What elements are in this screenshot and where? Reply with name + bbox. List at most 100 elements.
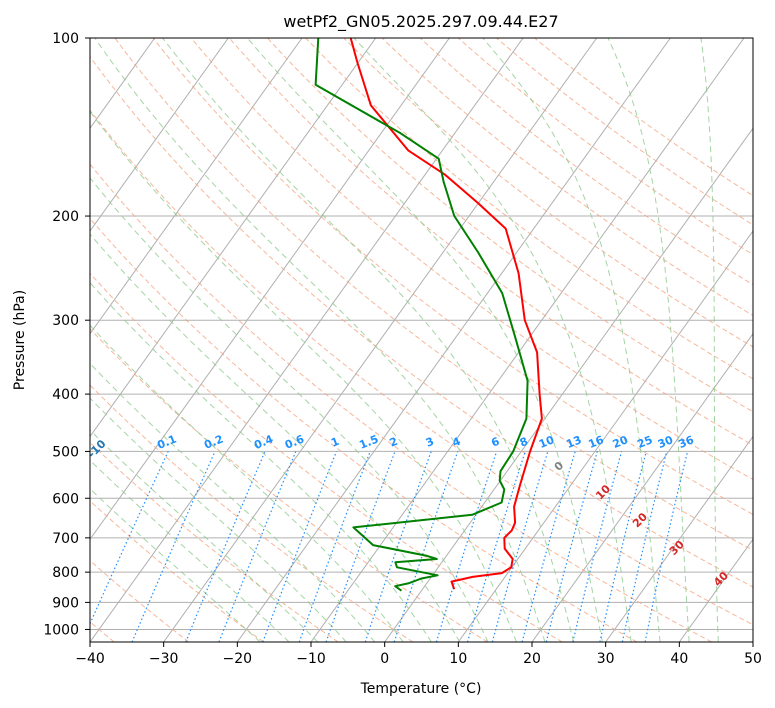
dry-adiabat-line: [267, 38, 753, 413]
grid-layer: [0, 38, 753, 642]
moist-adiabat-line: [246, 38, 603, 642]
isotherm-line: [531, 332, 753, 642]
x-tick-label: 50: [744, 651, 762, 667]
chart-title: wetPf2_GN05.2025.297.09.44.E27: [283, 12, 558, 32]
x-tick-label: 10: [449, 651, 467, 667]
moist-adiabat-line: [90, 110, 517, 642]
x-tick-label: −40: [75, 651, 105, 667]
dry-adiabat-line: [90, 328, 488, 642]
moist-adiabat-line: [700, 38, 719, 642]
moist-adiabat-label: 20: [630, 510, 650, 530]
mixing-ratio-label: 13: [564, 433, 583, 451]
mixing-ratio-line: [466, 451, 526, 642]
mixing-ratio-line: [364, 451, 432, 642]
mixing-ratio-line: [262, 451, 337, 642]
mixing-ratio-line: [491, 451, 549, 642]
x-axis-label: Temperature (°C): [360, 681, 482, 697]
y-tick-label: 500: [52, 444, 79, 460]
line-label-layer: 0.10.20.40.611.52346810131620253036-100-…: [2, 413, 731, 589]
plot-frame: [89, 37, 754, 643]
mixing-ratio-line: [545, 451, 598, 642]
mixing-ratio-label: 20: [611, 433, 630, 451]
mixing-ratio-line: [572, 451, 623, 642]
mixing-ratio-label: 8: [518, 435, 530, 450]
moist-adiabat-line: [353, 38, 632, 642]
x-tick-label: 30: [597, 651, 615, 667]
isotherm-line: [0, 38, 7, 642]
mixing-ratio-line: [599, 451, 647, 642]
moist-adiabat-line: [90, 459, 290, 642]
mixing-ratio-label: 4: [450, 435, 462, 450]
series-layer: [314, 38, 543, 592]
mixing-ratio-line: [325, 451, 396, 642]
isotherm-line: [90, 38, 229, 232]
dry-adiabat-line: [228, 38, 753, 446]
isotherm-line: [163, 38, 598, 642]
mixing-ratio-label: 36: [677, 433, 696, 451]
dry-adiabat-line: [90, 217, 638, 642]
mixing-ratio-line: [218, 451, 297, 642]
y-axis-label: Pressure (hPa): [12, 290, 28, 390]
moist-adiabat-line: [90, 177, 489, 642]
dry-adiabat-line: [419, 38, 753, 286]
mixing-ratio-line: [185, 451, 266, 642]
temperature-line: [349, 38, 543, 590]
dry-adiabat-line: [90, 109, 753, 626]
isotherm-line: [90, 38, 303, 335]
y-tick-label: 700: [52, 531, 79, 547]
x-tick-label: −30: [149, 651, 179, 667]
isotherm-line: [90, 38, 450, 541]
mixing-ratio-label: 3: [424, 435, 436, 450]
dry-adiabat-line: [152, 38, 753, 515]
mixing-ratio-line: [131, 451, 216, 642]
x-tick-label: 0: [380, 651, 389, 667]
dry-adiabat-line: [90, 384, 414, 642]
mixing-ratio-line: [298, 451, 371, 642]
y-tick-label: 100: [52, 31, 79, 47]
y-tick-label: 600: [52, 491, 79, 507]
x-tick-label: −10: [296, 651, 326, 667]
mixing-ratio-label: 2: [388, 435, 400, 450]
dewpoint-line: [314, 38, 529, 592]
isotherm-line: [90, 38, 377, 438]
moist-adiabat-line: [607, 38, 690, 642]
isotherm-line: [678, 538, 753, 642]
dry-adiabat-line: [90, 272, 563, 642]
mixing-ratio-label: 0.1: [155, 432, 178, 451]
isotherm-line: [605, 435, 753, 642]
dry-adiabat-line: [90, 560, 190, 642]
moist-adiabat-line: [90, 281, 432, 642]
moist-adiabat-line: [90, 233, 461, 642]
mixing-ratio-label: 0.6: [283, 432, 306, 451]
y-tick-label: 900: [52, 595, 79, 611]
mixing-ratio-label: 1.5: [357, 432, 380, 451]
y-tick-label: 400: [52, 387, 79, 403]
moist-adiabat-line: [90, 429, 319, 642]
dry-adiabat-label: -20: [2, 413, 25, 436]
dry-adiabat-line: [343, 38, 753, 348]
isotherm-line: [457, 230, 753, 642]
dry-adiabat-line: [90, 441, 339, 642]
x-tick-label: −20: [223, 651, 253, 667]
moist-adiabat-line: [90, 397, 347, 642]
x-axis: −40 −30 −20 −10 0 10 20 30 40 50: [75, 642, 762, 667]
mixing-ratio-label: 0.2: [202, 432, 225, 451]
mixing-ratio-label: 6: [489, 435, 501, 450]
x-tick-label: 20: [523, 651, 541, 667]
moist-adiabat-line: [482, 38, 661, 642]
dry-adiabat-line: [496, 38, 753, 226]
mixing-ratio-line: [90, 451, 169, 626]
moist-adiabat-line: [90, 488, 261, 642]
y-tick-label: 200: [52, 209, 79, 225]
y-tick-label: 300: [52, 313, 79, 329]
dry-adiabat-line: [114, 38, 753, 551]
y-axis: 100 200 300 400 500 600 700 800 900 1000: [43, 31, 90, 638]
mixing-ratio-label: 10: [537, 433, 556, 451]
moist-adiabat-label: 30: [667, 538, 687, 558]
mixing-ratio-label: 16: [587, 433, 606, 451]
mixing-ratio-label: 1: [329, 435, 341, 450]
dry-adiabat-line: [534, 38, 753, 197]
moist-adiabat-label: 10: [593, 482, 613, 502]
isotherm-line: [384, 127, 753, 642]
moist-adiabat-line: [90, 324, 404, 642]
